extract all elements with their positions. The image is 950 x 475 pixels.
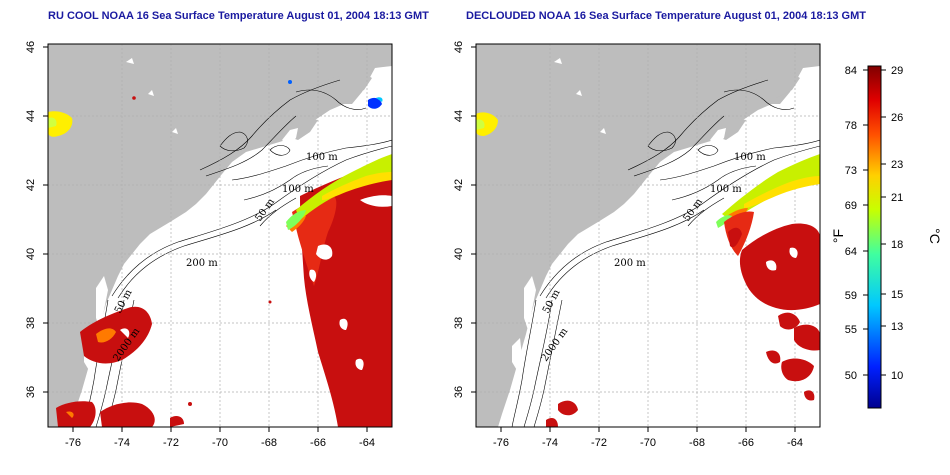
celsius-tick: 10 (891, 370, 903, 382)
sst-southwest-patch-left (80, 306, 152, 364)
colorbar-gradient (867, 65, 882, 409)
x-tick: -74 (114, 437, 130, 449)
contour-label-100m-a: 100 m (306, 152, 338, 163)
right-map-title: DECLOUDED NOAA 16 Sea Surface Temperatur… (466, 10, 866, 22)
right-map: 100 m 100 m 50 m 200 m 50 m 2000 m -76 -… (453, 41, 821, 449)
x-tick: -64 (787, 437, 803, 449)
contour-label-100m-b: 100 m (282, 184, 314, 195)
x-tick: -72 (591, 437, 607, 449)
x-axis-ticks-right: -76 -74 -72 -70 -68 -66 -64 (493, 437, 803, 449)
fahrenheit-tick: 69 (845, 200, 857, 212)
y-tick: 38 (25, 317, 37, 329)
x-tick: -76 (493, 437, 509, 449)
sst-nova-scotia-patch-right (476, 112, 498, 136)
y-tick: 46 (25, 41, 37, 53)
temperature-colorbar: 84 78 73 69 64 59 55 50 29 26 23 21 18 1… (830, 65, 943, 409)
celsius-tick: 15 (891, 289, 903, 301)
y-tick: 42 (25, 179, 37, 191)
celsius-ticks: 29 26 23 21 18 15 13 10 (891, 65, 903, 382)
x-tick: -66 (738, 437, 754, 449)
fahrenheit-tick: 50 (845, 370, 857, 382)
y-axis-ticks-left: 46 44 42 40 38 36 (25, 41, 37, 398)
x-tick: -64 (359, 437, 375, 449)
x-tick: -66 (310, 437, 326, 449)
fahrenheit-ticks: 84 78 73 69 64 59 55 50 (845, 65, 857, 382)
y-tick: 40 (453, 248, 465, 260)
fahrenheit-unit-label: °F (830, 229, 846, 243)
y-tick: 40 (25, 248, 37, 260)
x-tick: -74 (542, 437, 558, 449)
x-tick: -70 (212, 437, 228, 449)
y-tick: 38 (453, 317, 465, 329)
fahrenheit-tick: 55 (845, 324, 857, 336)
celsius-tick: 26 (891, 112, 903, 124)
sst-nova-scotia-patch-left (48, 111, 73, 137)
y-tick: 44 (25, 110, 37, 122)
fahrenheit-tick: 73 (845, 165, 857, 177)
celsius-unit-label: °C (927, 228, 943, 244)
celsius-tick: 21 (891, 192, 903, 204)
left-map: 100 m 100 m 50 m 200 m 50 m 2000 m -76 -… (25, 41, 393, 449)
left-map-title: RU COOL NOAA 16 Sea Surface Temperature … (48, 10, 429, 22)
y-tick: 36 (25, 386, 37, 398)
fahrenheit-tick: 78 (845, 120, 857, 132)
celsius-tick: 18 (891, 239, 903, 251)
contour-label-100m-b: 100 m (710, 184, 742, 195)
x-tick: -76 (65, 437, 81, 449)
x-axis-ticks-left: -76 -74 -72 -70 -68 -66 -64 (65, 437, 375, 449)
celsius-tick: 29 (891, 65, 903, 77)
contour-label-200m: 200 m (614, 258, 646, 269)
contour-label-100m-a: 100 m (734, 152, 766, 163)
fahrenheit-tick: 84 (845, 65, 857, 77)
fahrenheit-tick: 59 (845, 290, 857, 302)
y-tick: 42 (453, 179, 465, 191)
sst-gulfstream-patch-right (739, 223, 820, 311)
y-axis-ticks-right: 46 44 42 40 38 36 (453, 41, 465, 398)
y-tick: 44 (453, 110, 465, 122)
x-tick: -68 (261, 437, 277, 449)
fahrenheit-tick: 64 (845, 246, 857, 258)
y-tick: 46 (453, 41, 465, 53)
x-tick: -72 (163, 437, 179, 449)
x-tick: -70 (640, 437, 656, 449)
celsius-tick: 13 (891, 321, 903, 333)
x-tick: -68 (689, 437, 705, 449)
celsius-tick: 23 (891, 159, 903, 171)
y-tick: 36 (453, 386, 465, 398)
contour-label-200m: 200 m (186, 258, 218, 269)
